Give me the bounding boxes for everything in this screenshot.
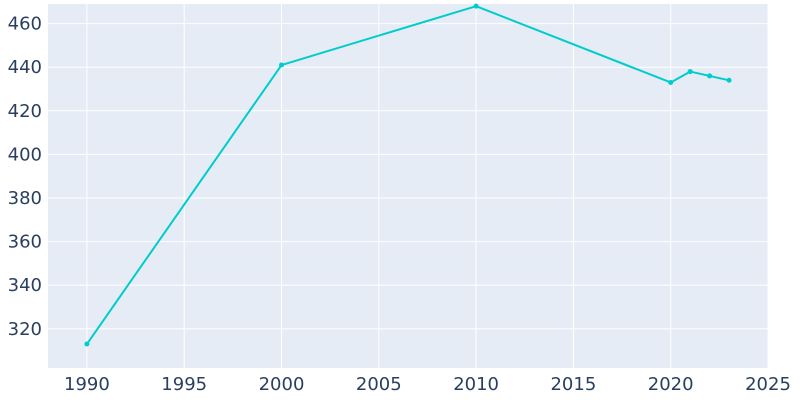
x-tick-label: 2005: [356, 374, 402, 395]
x-tick-label: 1995: [161, 374, 207, 395]
x-tick-label: 2000: [259, 374, 305, 395]
x-tick-label: 2020: [648, 374, 694, 395]
axis-tick-labels: 1990 1995 2000 2005 2010 2015 2020 2025 320 340 36…: [8, 14, 791, 395]
data-series: [84, 3, 732, 347]
data-point[interactable]: [84, 341, 90, 347]
y-tick-label: 320: [8, 319, 42, 340]
plot-area: [48, 4, 768, 368]
y-tick-label: 400: [8, 144, 42, 165]
y-tick-label: 460: [8, 14, 42, 35]
grid-lines: [48, 4, 769, 368]
data-point[interactable]: [726, 77, 732, 83]
data-point[interactable]: [279, 62, 285, 68]
data-point[interactable]: [707, 73, 713, 79]
y-tick-label: 380: [8, 188, 42, 209]
y-tick-label: 340: [8, 275, 42, 296]
x-tick-label: 2025: [745, 374, 791, 395]
x-tick-label: 2010: [453, 374, 499, 395]
data-point[interactable]: [687, 69, 693, 75]
y-tick-label: 360: [8, 232, 42, 253]
y-tick-label: 440: [8, 57, 42, 78]
data-point[interactable]: [473, 3, 479, 9]
x-tick-label: 2015: [550, 374, 596, 395]
y-tick-label: 420: [8, 101, 42, 122]
data-point[interactable]: [668, 79, 674, 85]
x-tick-label: 1990: [64, 374, 110, 395]
